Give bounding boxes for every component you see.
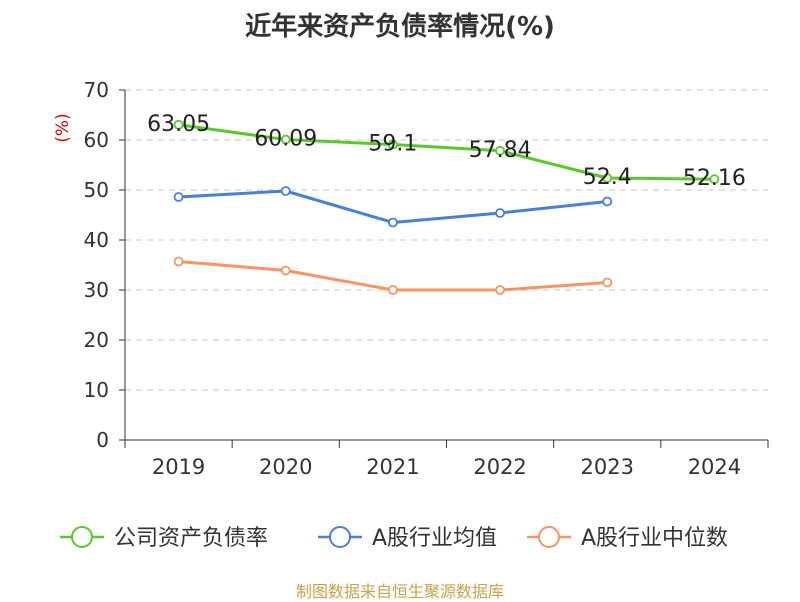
data-point-series-2: [495, 208, 505, 218]
y-tick-label: 40: [84, 228, 109, 252]
data-point-series-1: [173, 119, 184, 130]
data-point-series-2: [602, 196, 613, 207]
y-tick-label: 0: [96, 428, 109, 452]
data-point-series-3: [280, 265, 291, 276]
series-line-1: [178, 123, 715, 181]
data-point-series-1: [495, 145, 505, 156]
data-label: 57.84: [469, 138, 532, 163]
data-point-series-3: [602, 277, 613, 288]
chart-title: 近年来资产负债率情况(%): [245, 12, 555, 42]
legend-label: A股行业中位数: [581, 526, 728, 551]
source-note: 制图数据来自恒生聚源数据库: [295, 582, 504, 601]
data-label: 60.09: [254, 127, 317, 152]
y-tick-label: 60: [84, 128, 109, 152]
y-tick-label: 70: [84, 78, 109, 102]
data-label: 52.4: [583, 165, 632, 190]
data-point-series-2: [388, 217, 398, 228]
x-tick-label: 2021: [366, 455, 419, 479]
data-point-series-3: [495, 285, 505, 295]
x-tick-label: 2023: [581, 455, 634, 479]
data-label: 52.16: [683, 166, 746, 191]
y-tick-label: 50: [84, 178, 109, 202]
data-point-series-1: [280, 134, 291, 145]
legend-marker: [329, 526, 351, 548]
data-label: 63.05: [147, 112, 210, 137]
x-tick-label: 2022: [473, 455, 526, 479]
data-point-series-1: [709, 174, 720, 185]
data-point-series-2: [280, 186, 291, 196]
y-axis-label: (%): [53, 113, 73, 142]
data-point-series-1: [602, 173, 613, 183]
legend-label: 公司资产负债率: [114, 526, 268, 551]
data-label: 59.1: [368, 132, 417, 157]
y-tick-label: 30: [84, 278, 109, 302]
x-tick-label: 2019: [152, 455, 205, 479]
legend-label: A股行业均值: [372, 526, 497, 551]
data-point-series-2: [173, 192, 184, 202]
y-tick-label: 20: [84, 328, 109, 352]
data-point-series-3: [388, 285, 398, 295]
legend-marker: [71, 526, 93, 548]
y-tick-label: 10: [84, 378, 109, 402]
x-tick-label: 2020: [259, 455, 312, 479]
x-tick-label: 2024: [688, 455, 741, 479]
legend-marker: [538, 526, 560, 548]
data-point-series-3: [173, 256, 184, 267]
data-point-series-1: [388, 139, 398, 150]
